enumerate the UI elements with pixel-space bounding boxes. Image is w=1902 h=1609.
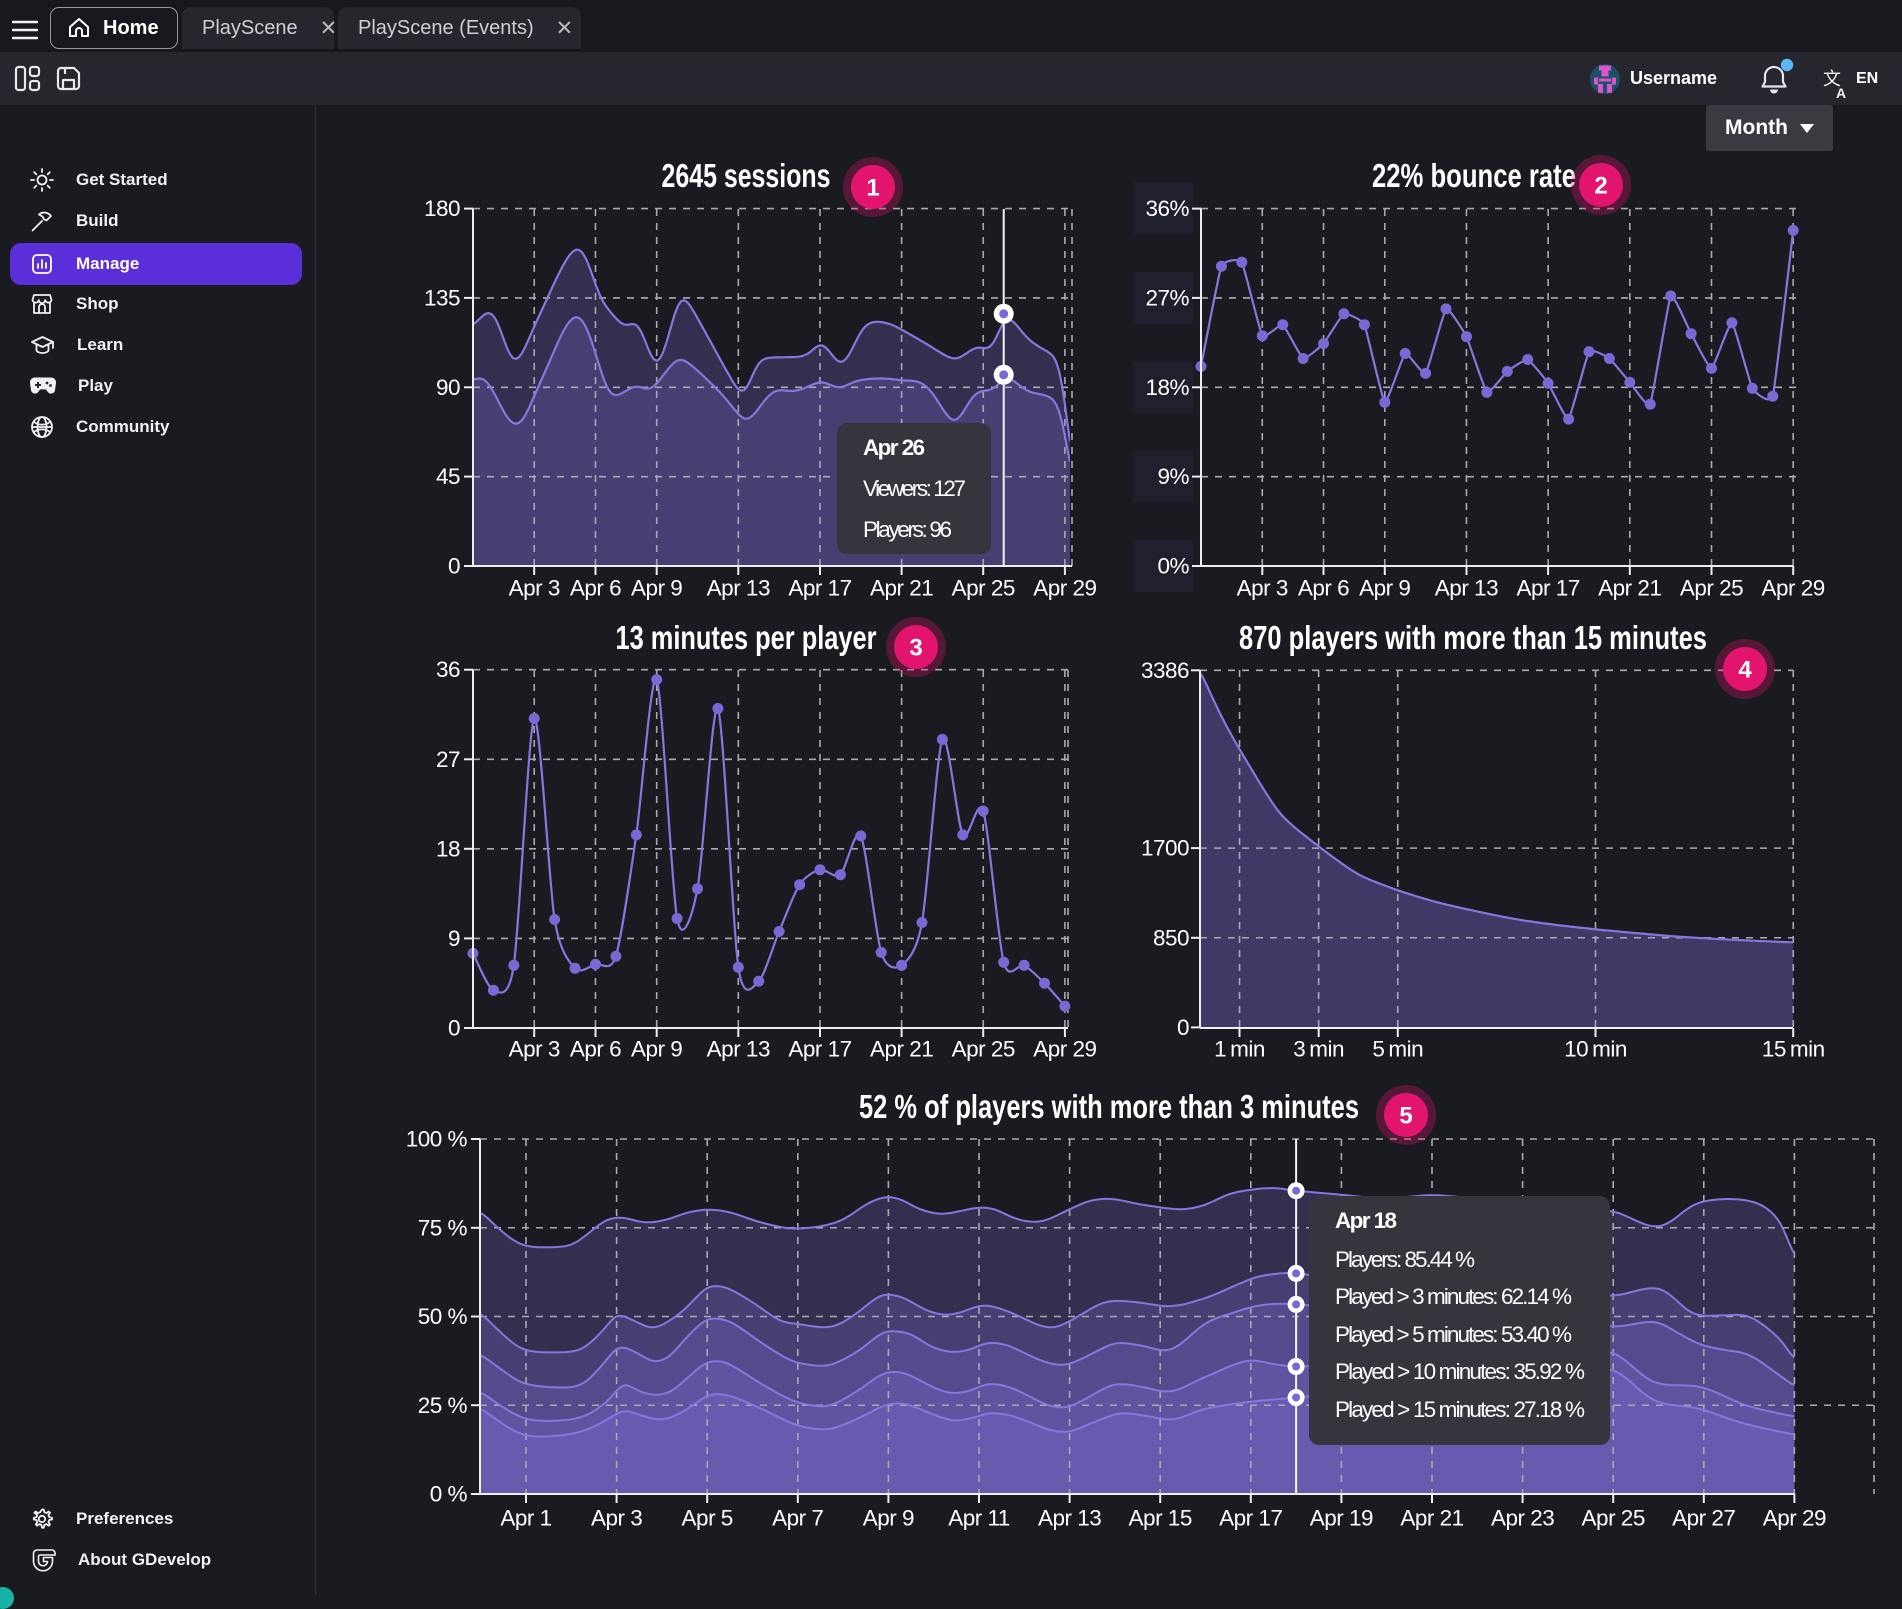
svg-text:0: 0 bbox=[448, 1016, 460, 1041]
svg-text:Apr 25: Apr 25 bbox=[952, 576, 1015, 601]
svg-text:Apr 17: Apr 17 bbox=[788, 576, 851, 601]
svg-text:9: 9 bbox=[448, 926, 460, 951]
svg-text:36: 36 bbox=[436, 657, 460, 682]
svg-text:A: A bbox=[1836, 85, 1846, 101]
svg-text:Apr 7: Apr 7 bbox=[772, 1506, 823, 1531]
svg-text:Apr 21: Apr 21 bbox=[1598, 576, 1661, 601]
svg-text:Apr 21: Apr 21 bbox=[1400, 1506, 1463, 1531]
svg-text:Apr 17: Apr 17 bbox=[1219, 1506, 1282, 1531]
svg-text:Apr 29: Apr 29 bbox=[1762, 576, 1825, 601]
svg-text:90: 90 bbox=[436, 375, 460, 400]
svg-text:10 min: 10 min bbox=[1564, 1037, 1627, 1062]
svg-text:Apr 9: Apr 9 bbox=[1359, 576, 1410, 601]
svg-text:Apr 21: Apr 21 bbox=[870, 1037, 933, 1062]
svg-text:Apr 17: Apr 17 bbox=[1516, 576, 1579, 601]
svg-text:45: 45 bbox=[436, 464, 460, 489]
svg-text:870 players with more than 15: 870 players with more than 15 minutes bbox=[1239, 619, 1707, 656]
svg-text:Apr 3: Apr 3 bbox=[1237, 576, 1288, 601]
svg-text:Apr 6: Apr 6 bbox=[570, 576, 621, 601]
svg-text:50 %: 50 % bbox=[418, 1304, 468, 1329]
svg-text:Apr 18: Apr 18 bbox=[1335, 1208, 1397, 1233]
svg-text:9%: 9% bbox=[1157, 464, 1189, 489]
svg-text:1: 1 bbox=[866, 175, 879, 202]
svg-text:Apr 19: Apr 19 bbox=[1310, 1506, 1373, 1531]
svg-text:22% bounce rate: 22% bounce rate bbox=[1372, 157, 1576, 194]
svg-text:5: 5 bbox=[1399, 1103, 1412, 1130]
svg-text:25 %: 25 % bbox=[418, 1393, 468, 1418]
svg-text:3386: 3386 bbox=[1141, 658, 1189, 683]
svg-text:Apr 3: Apr 3 bbox=[591, 1506, 642, 1531]
svg-text:Apr 23: Apr 23 bbox=[1491, 1506, 1554, 1531]
svg-text:1 min: 1 min bbox=[1214, 1037, 1265, 1062]
svg-text:15 min: 15 min bbox=[1762, 1037, 1825, 1062]
svg-text:Apr 9: Apr 9 bbox=[863, 1506, 914, 1531]
svg-text:Apr 13: Apr 13 bbox=[1038, 1506, 1101, 1531]
svg-text:Players: 85.44 %: Players: 85.44 % bbox=[1335, 1247, 1475, 1272]
svg-text:3 min: 3 min bbox=[1293, 1037, 1344, 1062]
svg-text:Apr 25: Apr 25 bbox=[952, 1037, 1015, 1062]
svg-text:27: 27 bbox=[436, 747, 460, 772]
svg-text:Apr 3: Apr 3 bbox=[509, 1037, 560, 1062]
svg-text:Apr 3: Apr 3 bbox=[509, 576, 560, 601]
svg-text:850: 850 bbox=[1153, 925, 1189, 950]
svg-text:3: 3 bbox=[909, 635, 922, 662]
svg-text:Apr 11: Apr 11 bbox=[948, 1506, 1010, 1531]
svg-text:Apr 17: Apr 17 bbox=[788, 1037, 851, 1062]
svg-text:Apr 29: Apr 29 bbox=[1763, 1506, 1826, 1531]
svg-text:Apr 13: Apr 13 bbox=[707, 1037, 770, 1062]
svg-text:13 minutes per player: 13 minutes per player bbox=[616, 619, 877, 656]
svg-text:Apr 29: Apr 29 bbox=[1033, 1037, 1096, 1062]
svg-text:2645 sessions: 2645 sessions bbox=[662, 157, 831, 194]
svg-text:Apr 13: Apr 13 bbox=[707, 576, 770, 601]
svg-text:Apr 9: Apr 9 bbox=[631, 1037, 682, 1062]
svg-text:18%: 18% bbox=[1145, 375, 1189, 400]
svg-text:100 %: 100 % bbox=[406, 1127, 468, 1152]
svg-text:0: 0 bbox=[448, 554, 460, 579]
svg-text:Apr 5: Apr 5 bbox=[682, 1506, 733, 1531]
svg-text:Viewers: 127: Viewers: 127 bbox=[863, 476, 966, 501]
svg-text:0: 0 bbox=[1177, 1015, 1189, 1040]
svg-text:Apr 25: Apr 25 bbox=[1582, 1506, 1645, 1531]
svg-text:Played > 10 minutes: 35.92 %: Played > 10 minutes: 35.92 % bbox=[1335, 1359, 1585, 1384]
svg-text:Players: 96: Players: 96 bbox=[863, 517, 952, 542]
svg-text:180: 180 bbox=[424, 196, 460, 221]
svg-text:Played > 3 minutes: 62.14 %: Played > 3 minutes: 62.14 % bbox=[1335, 1284, 1572, 1309]
svg-text:5 min: 5 min bbox=[1372, 1037, 1423, 1062]
svg-text:75 %: 75 % bbox=[418, 1215, 468, 1240]
svg-text:Apr 15: Apr 15 bbox=[1129, 1506, 1192, 1531]
svg-text:0 %: 0 % bbox=[430, 1482, 468, 1507]
svg-text:Apr 1: Apr 1 bbox=[500, 1506, 551, 1531]
svg-text:18: 18 bbox=[436, 836, 460, 861]
svg-text:Apr 27: Apr 27 bbox=[1672, 1506, 1735, 1531]
svg-text:Apr 26: Apr 26 bbox=[863, 435, 925, 460]
svg-text:135: 135 bbox=[424, 285, 460, 310]
svg-text:Apr 25: Apr 25 bbox=[1680, 576, 1743, 601]
svg-text:Apr 6: Apr 6 bbox=[1298, 576, 1349, 601]
svg-text:Played > 15 minutes: 27.18 %: Played > 15 minutes: 27.18 % bbox=[1335, 1397, 1585, 1422]
svg-text:Apr 9: Apr 9 bbox=[631, 576, 682, 601]
svg-text:Apr 29: Apr 29 bbox=[1033, 576, 1096, 601]
svg-text:0%: 0% bbox=[1157, 554, 1189, 579]
svg-text:Played > 5 minutes: 53.40 %: Played > 5 minutes: 53.40 % bbox=[1335, 1322, 1572, 1347]
svg-text:4: 4 bbox=[1738, 657, 1752, 684]
svg-text:36%: 36% bbox=[1145, 196, 1189, 221]
svg-text:52 % of players with more than: 52 % of players with more than 3 minutes bbox=[859, 1088, 1359, 1125]
svg-text:文: 文 bbox=[1823, 69, 1841, 89]
svg-text:2: 2 bbox=[1594, 173, 1607, 200]
svg-text:1700: 1700 bbox=[1141, 836, 1189, 861]
svg-text:Apr 21: Apr 21 bbox=[870, 576, 933, 601]
svg-text:Apr 13: Apr 13 bbox=[1435, 576, 1498, 601]
svg-text:27%: 27% bbox=[1145, 285, 1189, 310]
svg-text:Apr 6: Apr 6 bbox=[570, 1037, 621, 1062]
